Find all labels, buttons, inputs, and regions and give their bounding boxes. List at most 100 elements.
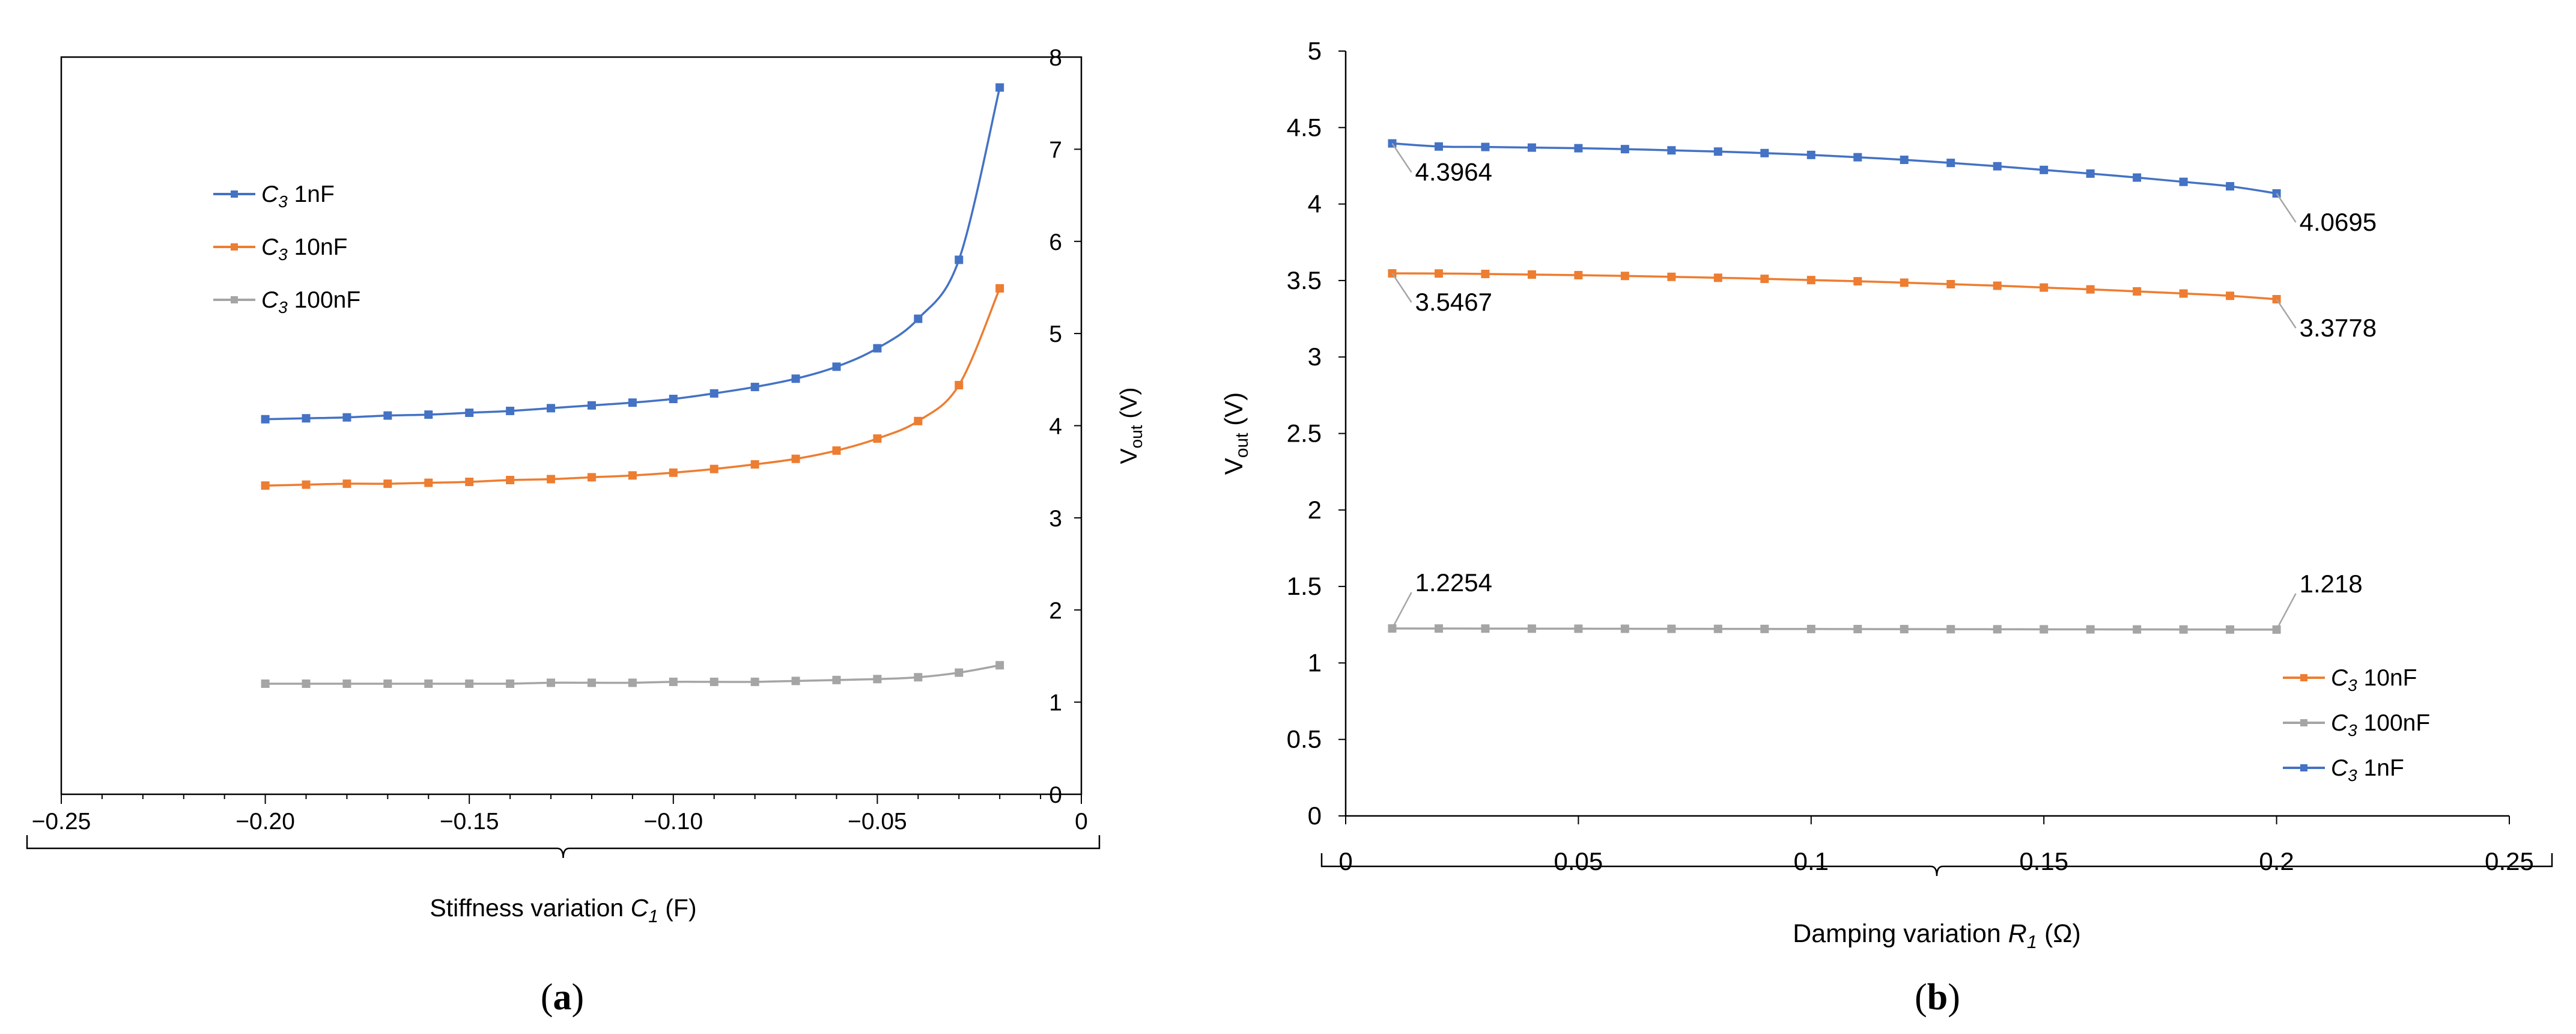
data-point-b: [1946, 159, 1955, 168]
x-tick-label-b: 0.15: [2019, 847, 2068, 875]
data-point-a: [791, 454, 800, 463]
data-point-b: [1713, 147, 1722, 156]
data-point-a: [383, 479, 392, 488]
y-tick-label-a: 1: [1049, 690, 1062, 716]
y-tick-label-a: 0: [1049, 782, 1062, 808]
annotation-leader-5: [2276, 593, 2297, 630]
data-point-a: [832, 362, 841, 371]
legend-label-var: C: [261, 181, 279, 207]
data-point-a: [669, 468, 678, 477]
data-point-a: [383, 679, 392, 688]
legend-marker-1: [231, 243, 238, 251]
legend-marker-b1: [2300, 719, 2307, 726]
data-point-b: [1853, 277, 1862, 286]
data-point-b: [1760, 275, 1769, 284]
data-point-a: [506, 679, 515, 688]
data-point-b: [2179, 289, 2188, 298]
data-point-b: [1806, 276, 1815, 285]
data-point-a: [750, 383, 759, 392]
panel-letter: a: [553, 977, 572, 1018]
axis-brace-b: [1320, 853, 2553, 877]
legend-label-b2: C3 1nF: [2331, 755, 2404, 785]
data-point-b: [1993, 162, 2002, 171]
data-point-b: [1434, 142, 1443, 151]
annotation-leader-3: [2276, 299, 2297, 329]
data-point-b: [1946, 625, 1955, 634]
data-point-a: [995, 284, 1004, 293]
x-tick-label-b: 0.05: [1554, 847, 1603, 875]
data-point-a: [750, 460, 759, 469]
legend-label-rest: 1nF: [2357, 755, 2404, 781]
data-point-b: [1527, 143, 1536, 152]
series-line-a-0: [265, 87, 1001, 421]
y-tick-label-a: 6: [1049, 230, 1062, 255]
legend-label-sub: 3: [278, 245, 288, 264]
data-point-b: [1900, 156, 1909, 165]
data-point-a: [424, 410, 433, 419]
data-point-b: [2040, 283, 2049, 292]
data-point-a: [791, 677, 800, 686]
y-label-sub: out: [1127, 425, 1146, 448]
y-tick-label-a: 7: [1049, 137, 1062, 163]
legend-label-b0: C3 10nF: [2331, 665, 2417, 695]
data-point-b: [1620, 624, 1629, 633]
data-point-a: [709, 677, 718, 686]
data-point-a: [261, 415, 270, 424]
data-point-b: [1806, 624, 1815, 633]
legend-label-rest: 10nF: [2357, 665, 2417, 691]
data-point-a: [342, 679, 351, 688]
y-tick-label-a: 5: [1049, 321, 1062, 347]
data-point-a: [465, 679, 474, 688]
panel-paren: (: [1915, 977, 1927, 1018]
y-tick-label-a: 8: [1049, 45, 1062, 71]
data-point-b: [1806, 150, 1815, 159]
data-point-a: [995, 661, 1004, 670]
data-point-a: [587, 473, 596, 482]
y-label-sub: out: [1232, 433, 1252, 458]
data-point-a: [791, 374, 800, 383]
data-point-a: [955, 255, 964, 264]
legend-label-2: C3 100nF: [261, 287, 360, 317]
legend-label-var: C: [261, 234, 279, 260]
data-point-b: [1760, 148, 1769, 157]
data-point-a: [587, 678, 596, 687]
y-tick-label-b: 5: [1308, 37, 1322, 65]
data-point-b: [1481, 269, 1490, 278]
y-tick-label-b: 2: [1308, 496, 1322, 524]
data-point-a: [873, 675, 882, 684]
legend-label-rest: 10nF: [288, 234, 348, 260]
data-point-b: [2179, 625, 2188, 634]
data-point-a: [873, 434, 882, 443]
data-point-b: [2226, 291, 2235, 300]
data-point-a: [506, 406, 515, 415]
data-point-a: [302, 679, 311, 688]
data-point-a: [628, 678, 637, 687]
data-point-a: [873, 344, 882, 353]
y-tick-label-b: 4: [1308, 190, 1322, 218]
data-point-a: [914, 416, 923, 425]
data-point-a: [628, 398, 637, 407]
data-point-b: [1713, 273, 1722, 282]
data-point-a: [342, 413, 351, 422]
data-point-b: [1900, 278, 1909, 287]
y-axis-label-b: Vout (V): [1220, 392, 1252, 475]
legend-marker-2: [231, 296, 238, 303]
data-point-a: [587, 401, 596, 410]
data-point-b: [1434, 624, 1443, 633]
data-point-b: [2040, 165, 2049, 174]
data-point-b: [2226, 182, 2235, 191]
data-point-b: [1574, 144, 1583, 153]
x-label-prefix: Stiffness variation: [430, 894, 630, 922]
data-point-a: [342, 479, 351, 488]
x-tick-label-a: −0.20: [235, 809, 295, 835]
data-point-a: [914, 314, 923, 323]
data-point-b: [1667, 146, 1676, 155]
data-point-a: [669, 395, 678, 404]
data-point-b: [1481, 142, 1490, 151]
legend-label-sub: 3: [2348, 676, 2357, 695]
data-point-a: [832, 675, 841, 684]
data-point-b: [2179, 177, 2188, 186]
data-point-b: [1620, 145, 1629, 154]
data-point-a: [506, 475, 515, 484]
data-point-a: [669, 677, 678, 686]
